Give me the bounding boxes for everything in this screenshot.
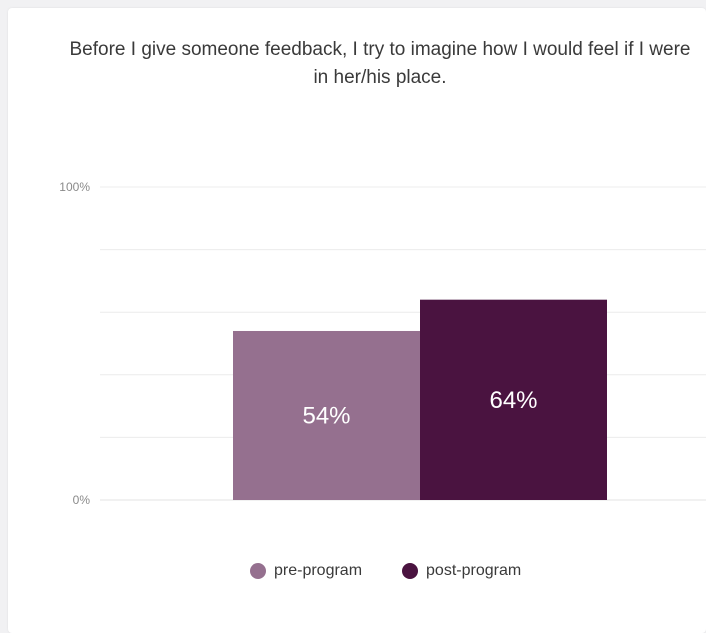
data-label-pre-program: 54% <box>302 402 350 429</box>
legend-label-pre-program: pre-program <box>274 562 363 579</box>
y-tick-label: 0% <box>73 493 91 507</box>
y-tick-label: 100% <box>59 180 90 194</box>
legend: pre-program post-program <box>250 562 521 580</box>
bar-post-program[interactable] <box>420 299 607 500</box>
legend-item-post-program[interactable]: post-program <box>402 562 521 580</box>
legend-item-pre-program[interactable]: pre-program <box>250 562 362 580</box>
bar-pre-program[interactable] <box>233 330 420 500</box>
legend-swatch-pre-program <box>250 563 266 579</box>
data-label-post-program: 64% <box>489 387 537 414</box>
chart-title: Before I give someone feedback, I try to… <box>69 39 691 88</box>
legend-swatch-post-program <box>402 563 419 579</box>
legend-label-post-program: post-program <box>426 562 522 579</box>
